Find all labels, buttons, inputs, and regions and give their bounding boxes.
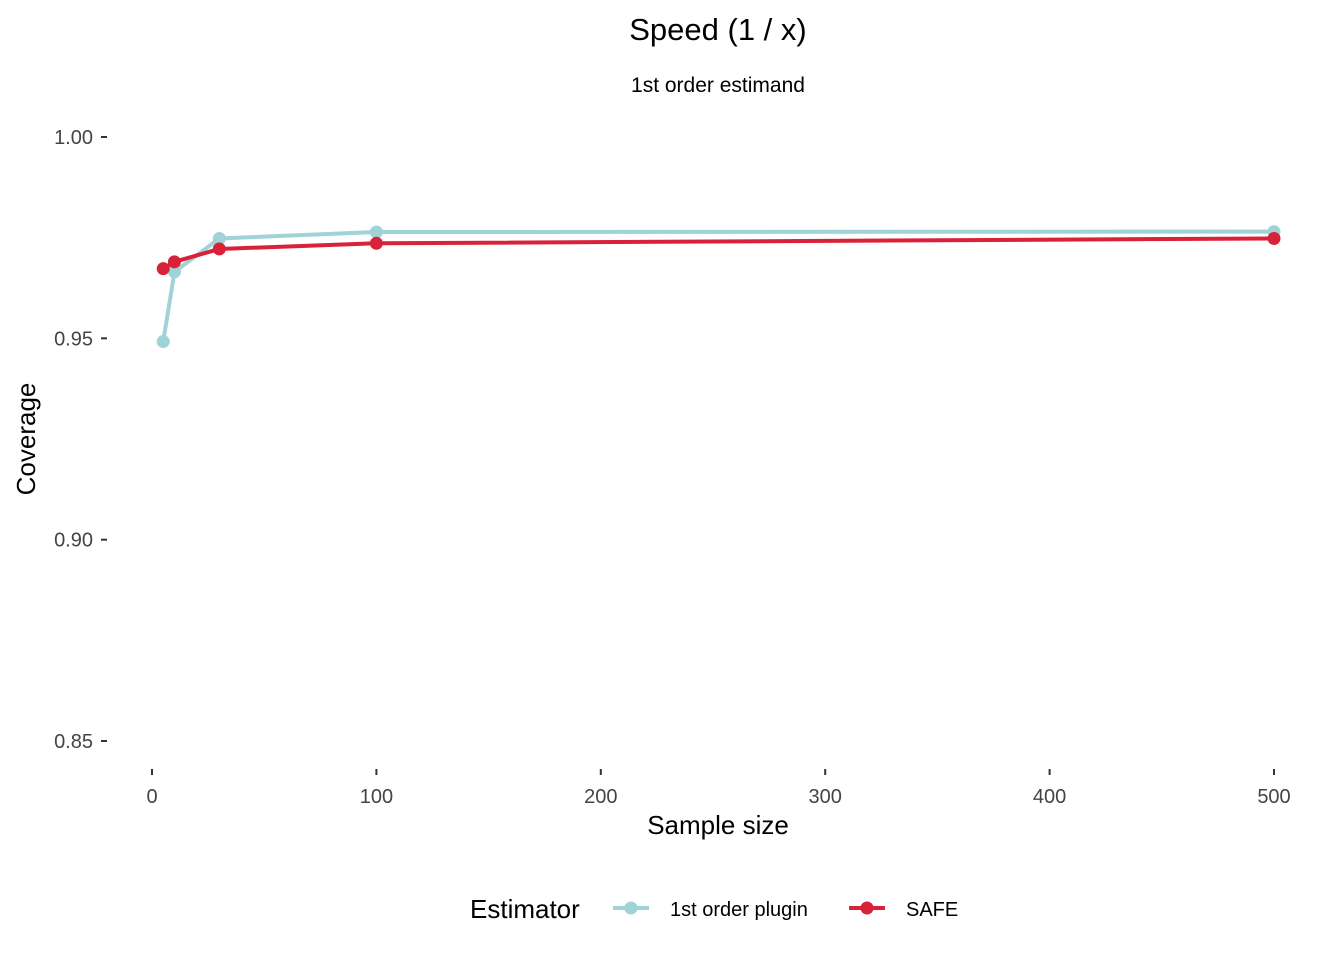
y-tick-label: 0.95 (54, 328, 93, 350)
y-axis-title: Coverage (11, 383, 41, 496)
y-tick-label: 1.00 (54, 127, 93, 149)
legend-item: 1st order plugin (613, 899, 808, 921)
data-point (369, 236, 383, 250)
chart-title: Speed (1 / x) (629, 12, 806, 47)
x-tick-label: 200 (584, 786, 617, 808)
x-tick-label: 300 (809, 786, 842, 808)
legend-key-point (624, 901, 638, 915)
series-line (161, 229, 1276, 344)
legend-title: Estimator (470, 894, 580, 924)
data-point (369, 225, 383, 239)
chart-subtitle: 1st order estimand (631, 74, 805, 97)
data-point (167, 265, 181, 279)
x-tick-label: 0 (146, 786, 157, 808)
data-point (1267, 231, 1281, 245)
data-point (156, 262, 170, 276)
legend-label: 1st order plugin (670, 899, 808, 921)
series-safe (156, 231, 1281, 276)
data-point (212, 231, 226, 245)
x-tick-label: 100 (360, 786, 393, 808)
series-first-order-plugin (156, 225, 1281, 349)
y-tick-label: 0.90 (54, 530, 93, 552)
y-tick-label: 0.85 (54, 731, 93, 753)
data-point (212, 242, 226, 256)
legend-item: SAFE (849, 899, 958, 921)
x-axis: 0 100 200 300 400 500 (146, 769, 1291, 808)
series-line (161, 236, 1276, 271)
legend: Estimator 1st order plugin SAFE (470, 894, 958, 924)
data-point (156, 335, 170, 349)
x-tick-label: 500 (1257, 786, 1290, 808)
y-axis: 0.85 0.90 0.95 1.00 (54, 127, 107, 753)
x-tick-label: 400 (1033, 786, 1066, 808)
x-axis-title: Sample size (647, 810, 789, 840)
legend-key-point (860, 901, 874, 915)
legend-items: 1st order plugin SAFE (613, 899, 958, 921)
data-point (167, 255, 181, 269)
plot-series (156, 225, 1281, 349)
legend-label: SAFE (906, 899, 958, 921)
